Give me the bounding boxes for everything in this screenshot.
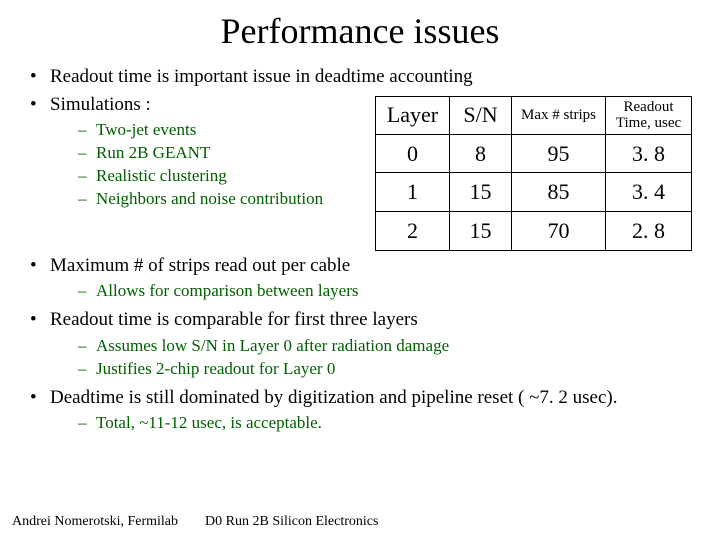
footer-author: Andrei Nomerotski, Fermilab <box>12 514 178 529</box>
bullet-2-sublist: Two-jet events Run 2B GEANT Realistic cl… <box>78 119 367 211</box>
th-readout-a: Readout <box>624 99 674 115</box>
bullet-2-row: Simulations : Two-jet events Run 2B GEAN… <box>50 92 692 251</box>
cell: 85 <box>512 173 606 212</box>
th-sn: S/N <box>450 96 512 134</box>
cell: 70 <box>512 212 606 251</box>
th-layer: Layer <box>376 96 450 134</box>
slide-title: Performance issues <box>28 10 692 52</box>
cell: 2. 8 <box>606 212 692 251</box>
cell: 0 <box>376 134 450 173</box>
sub-5-1: Total, ~11-12 usec, is acceptable. <box>78 412 692 435</box>
cell: 95 <box>512 134 606 173</box>
data-table: Layer S/N Max # strips Readout Time, use… <box>375 96 692 251</box>
bullet-5-sublist: Total, ~11-12 usec, is acceptable. <box>78 412 692 435</box>
bullet-3-sublist: Allows for comparison between layers <box>78 280 692 303</box>
bullet-list: Readout time is important issue in deadt… <box>28 64 692 435</box>
cell: 3. 8 <box>606 134 692 173</box>
sub-2-2: Run 2B GEANT <box>78 142 367 165</box>
bullet-2-left: Simulations : Two-jet events Run 2B GEAN… <box>50 92 367 215</box>
footer-title: D0 Run 2B Silicon Electronics <box>205 514 378 529</box>
cell: 1 <box>376 173 450 212</box>
bullet-3: Maximum # of strips read out per cable A… <box>28 253 692 304</box>
table-row: 2 15 70 2. 8 <box>376 212 692 251</box>
th-readout: Readout Time, usec <box>606 96 692 134</box>
cell: 15 <box>450 212 512 251</box>
sub-2-4: Neighbors and noise contribution <box>78 188 367 211</box>
cell: 2 <box>376 212 450 251</box>
bullet-2: Simulations : Two-jet events Run 2B GEAN… <box>28 92 692 251</box>
bullet-3-text: Maximum # of strips read out per cable <box>50 255 350 276</box>
th-maxstrips: Max # strips <box>512 96 606 134</box>
cell: 8 <box>450 134 512 173</box>
table-row: 1 15 85 3. 4 <box>376 173 692 212</box>
footer: Andrei Nomerotski, Fermilab D0 Run 2B Si… <box>12 514 378 530</box>
table-row: 0 8 95 3. 8 <box>376 134 692 173</box>
sub-2-3: Realistic clustering <box>78 165 367 188</box>
sub-4-1: Assumes low S/N in Layer 0 after radiati… <box>78 335 692 358</box>
table-header-row: Layer S/N Max # strips Readout Time, use… <box>376 96 692 134</box>
bullet-4: Readout time is comparable for first thr… <box>28 307 692 381</box>
slide-root: Performance issues Readout time is impor… <box>0 0 720 540</box>
bullet-4-text: Readout time is comparable for first thr… <box>50 309 418 330</box>
bullet-5: Deadtime is still dominated by digitizat… <box>28 385 692 436</box>
sub-2-1: Two-jet events <box>78 119 367 142</box>
sub-3-1: Allows for comparison between layers <box>78 280 692 303</box>
bullet-1: Readout time is important issue in deadt… <box>28 64 692 90</box>
cell: 3. 4 <box>606 173 692 212</box>
bullet-4-sublist: Assumes low S/N in Layer 0 after radiati… <box>78 335 692 381</box>
bullet-2-text: Simulations : <box>50 94 151 115</box>
bullet-5-text: Deadtime is still dominated by digitizat… <box>50 387 617 408</box>
cell: 15 <box>450 173 512 212</box>
th-readout-b: Time, usec <box>616 115 681 131</box>
sub-4-2: Justifies 2-chip readout for Layer 0 <box>78 358 692 381</box>
